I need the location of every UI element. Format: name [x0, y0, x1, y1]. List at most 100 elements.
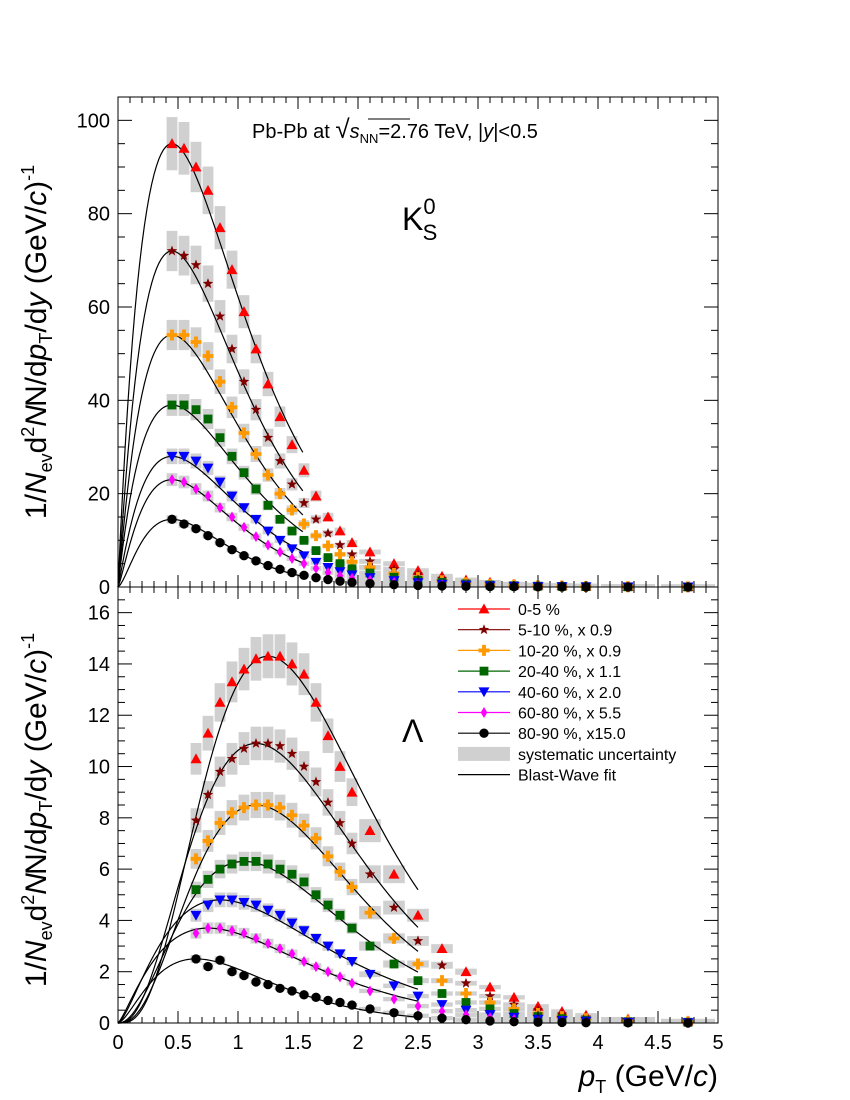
data-point-20-40-x-1-1-13 [323, 553, 333, 562]
data-point-0-5-1 [178, 142, 190, 153]
data-point-5-10-x-0-9-7 [274, 740, 286, 751]
data-point-80-90-x15-0-11 [323, 995, 333, 1006]
data-point-0-5-15 [388, 868, 400, 879]
data-point-0-5-4 [214, 222, 226, 233]
data-point-5-10-x-0-9-15 [388, 902, 400, 913]
data-point-60-80-x-5-5-5 [228, 511, 236, 523]
particle-label-lambda: Λ [402, 713, 424, 749]
data-point-5-10-x-0-9-11 [298, 497, 310, 508]
data-point-0-5-6 [238, 306, 250, 317]
data-point-0-5-14 [334, 525, 346, 536]
data-point-5-10-x-0-9-3 [202, 278, 214, 289]
data-point-10-20-x-0-9-2 [190, 336, 202, 348]
data-point-10-20-x-0-9-9 [274, 488, 286, 500]
data-point-5-10-x-0-9-0 [166, 245, 178, 256]
data-point-80-90-x15-0-5 [251, 977, 261, 987]
data-point-40-60-x-2-0-8 [286, 918, 298, 929]
data-point-20-40-x-1-1-16 [413, 976, 423, 986]
data-point-60-80-x-5-5-1 [204, 922, 212, 934]
data-point-20-40-x-1-1-7 [251, 484, 261, 494]
data-point-20-40-x-1-1-18 [461, 998, 471, 1007]
data-point-60-80-x-5-5-10 [288, 553, 296, 565]
data-point-60-80-x-5-5-9 [276, 546, 284, 558]
data-point-5-10-x-0-9-10 [286, 478, 298, 489]
fit-curve-40-60-x-2-0 [117, 455, 304, 588]
top-systematic-boxes [166, 117, 715, 587]
data-point-60-80-x-5-5-7 [276, 943, 284, 955]
data-point-60-80-x-5-5-12 [312, 562, 320, 574]
data-point-0-5-11 [322, 730, 334, 741]
bottom-y-axis-title: 1/Nevd2NN/dpT/dy (GeV/c)-1 [18, 633, 56, 987]
data-point-10-20-x-0-9-0 [190, 853, 202, 865]
data-point-60-80-x-5-5-15 [390, 993, 398, 1005]
data-point-10-20-x-0-9-13 [346, 881, 358, 893]
data-point-10-20-x-0-9-6 [238, 427, 250, 439]
data-point-10-20-x-0-9-3 [226, 807, 238, 819]
y-tick-label: 100 [77, 110, 110, 132]
data-point-40-60-x-2-0-17 [436, 1000, 448, 1011]
data-point-10-20-x-0-9-7 [274, 802, 286, 814]
data-point-5-10-x-0-9-16 [364, 555, 376, 566]
data-point-10-20-x-0-9-4 [214, 376, 226, 388]
data-point-0-5-5 [226, 264, 238, 275]
data-point-5-10-x-0-9-5 [226, 343, 238, 354]
data-point-80-90-x15-0-13 [347, 1000, 357, 1010]
data-point-20-40-x-1-1-13 [347, 923, 357, 933]
data-point-5-10-x-0-9-1 [178, 250, 190, 261]
x-tick-label: 1.5 [284, 1032, 312, 1054]
legend-marker-20-40-x-1-1 [479, 666, 489, 676]
data-point-40-60-x-2-0-0 [166, 451, 178, 462]
data-point-0-5-3 [226, 676, 238, 687]
data-point-5-10-x-0-9-16 [412, 935, 424, 946]
data-point-40-60-x-2-0-2 [190, 456, 202, 467]
data-point-40-60-x-2-0-4 [214, 477, 226, 488]
legend: 0-5 % 5-10 %, x 0.9 10-20 %, x 0.9 20-40 %,… [458, 602, 676, 785]
data-point-60-80-x-5-5-13 [348, 977, 356, 989]
legend-marker-0-5 [478, 603, 490, 614]
data-point-0-5-16 [364, 546, 376, 557]
data-point-5-10-x-0-9-13 [346, 837, 358, 848]
data-point-10-20-x-0-9-8 [286, 809, 298, 821]
data-point-80-90-x15-0-12 [311, 572, 321, 583]
data-point-80-90-x15-0-0 [167, 514, 177, 525]
y-tick-label: 0 [99, 1013, 110, 1035]
data-point-0-5-12 [334, 761, 346, 771]
panel-top-kshort: 0 20 40 60 80 100 Pb-Pb at √sNN=2.76 TeV, |y|… [18, 96, 719, 599]
data-point-80-90-x15-0-13 [323, 574, 333, 585]
data-point-10-20-x-0-9-9 [298, 820, 310, 832]
data-point-20-40-x-1-1-2 [215, 864, 225, 874]
data-point-60-80-x-5-5-3 [228, 925, 236, 937]
data-point-10-20-x-0-9-10 [286, 504, 298, 516]
data-point-10-20-x-0-9-11 [322, 850, 334, 862]
data-point-5-10-x-0-9-9 [298, 761, 310, 771]
data-point-20-40-x-1-1-15 [347, 564, 357, 574]
data-point-40-60-x-2-0-10 [286, 544, 298, 555]
data-point-0-5-16 [412, 909, 424, 920]
data-point-60-80-x-5-5-16 [414, 1000, 422, 1012]
data-point-0-5-11 [298, 464, 310, 475]
data-point-40-60-x-2-0-4 [238, 898, 250, 908]
data-point-20-40-x-1-1-4 [215, 433, 225, 443]
data-point-80-90-x15-0-9 [299, 990, 309, 1000]
data-point-20-40-x-1-1-3 [203, 414, 213, 424]
fit-curve-0-5 [117, 143, 304, 588]
legend-label-systematic: systematic uncertainty [518, 747, 676, 764]
data-point-80-90-x15-0-3 [203, 530, 213, 541]
data-point-20-40-x-1-1-1 [203, 874, 213, 884]
data-point-5-10-x-0-9-2 [214, 766, 226, 777]
x-tick-label: 2.5 [404, 1032, 432, 1054]
data-point-0-5-10 [310, 696, 322, 707]
data-point-40-60-x-2-0-6 [238, 503, 250, 514]
data-point-80-90-x15-0-2 [215, 955, 225, 965]
data-point-10-20-x-0-9-1 [178, 329, 190, 341]
data-point-20-40-x-1-1-12 [311, 546, 321, 555]
data-point-80-90-x15-0-10 [287, 567, 297, 578]
fit-curve-60-80-x-5-5 [117, 479, 304, 588]
data-point-60-80-x-5-5-6 [264, 937, 272, 949]
y-tick-label: 2 [99, 962, 110, 984]
data-point-40-60-x-2-0-11 [298, 551, 310, 562]
legend-marker-10-20-x-0-9 [478, 644, 490, 656]
chart-title: Pb-Pb at √sNN=2.76 TeV, |y|<0.5 [252, 114, 538, 146]
sqrt-symbol: √ [335, 114, 350, 144]
